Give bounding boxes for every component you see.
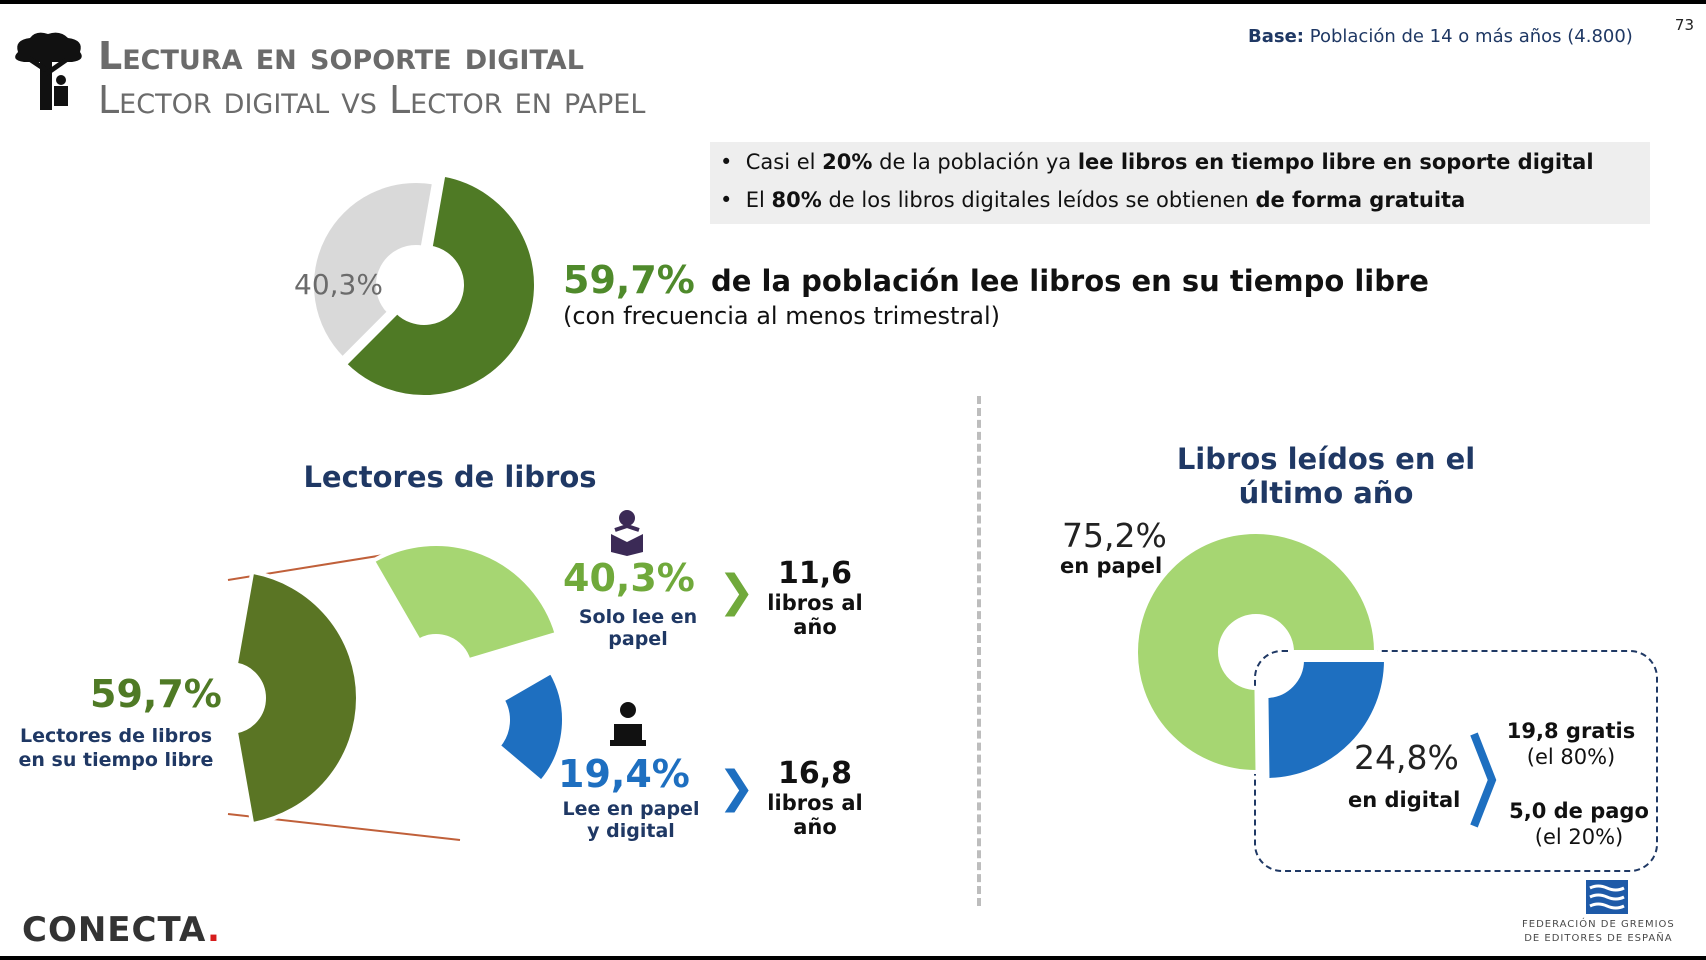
right-section-title: Libros leídos en el último año [1176,442,1476,510]
left-section-title: Lectores de libros [303,460,597,494]
section-divider [977,396,981,906]
top-donut-chart [310,172,538,399]
libros-donut-slice-papel [1134,530,1379,774]
paper-only-slice [370,542,560,663]
top-border [0,0,1706,4]
paper-only-percent: 40,3% [563,556,695,600]
digital-books-per-year: 16,8 libros al año [767,756,863,839]
digital-reader-icon [610,702,646,746]
paper-only-arc [370,542,560,663]
paper-books-percent: 75,2% [1062,516,1167,555]
paid-books-note: 5,0 de pago (el 20%) [1509,799,1649,849]
free-books-note: 19,8 gratis (el 80%) [1506,719,1636,769]
callout-box [710,142,1650,224]
base-note: Base: Población de 14 o más años (4.800) [1248,26,1633,47]
main-lectores-arc [233,569,360,827]
conecta-logo: CONECTA. [22,910,221,950]
libros-donut-slice-digital [1264,658,1389,783]
tree-reader-icon [15,32,82,110]
page-number: 73 [1674,16,1694,34]
federacion-text: FEDERACIÓN DE GREMIOS DE EDITORES DE ESP… [1522,919,1675,944]
callout-bullet-2: • El 80% de los libros digitales leídos … [720,188,1466,212]
slide-subtitle: Lector digital vs Lector en papel [98,78,646,122]
paper-reader-icon [611,510,643,556]
federacion-logo-icon [1586,880,1628,914]
base-text: Población de 14 o más años (4.800) [1309,26,1633,47]
paper-digital-arc [495,669,566,785]
main-lectores-percent: 59,7% [90,672,222,716]
paper-books-label: en papel [1060,554,1163,578]
breakdown-brace-icon [1470,732,1497,828]
paper-only-label: Solo lee en papel [578,606,698,650]
top-donut-slices [310,172,538,399]
bottom-border [0,956,1706,960]
top-donut-label-no-lee: 40,3% [294,268,383,301]
top-donut-slice-no-lee [310,179,437,362]
paper-digital-slice [495,669,566,785]
libros-donut-slices [1134,530,1389,783]
paper-books-per-year: 11,6 libros al año [767,556,863,639]
headline-text: de la población lee libros en su tiempo … [711,264,1429,298]
paper-chevron-icon: ❯ [718,566,755,617]
paper-digital-percent: 19,4% [558,752,690,796]
slide-title: Lectura en soporte digital [98,34,584,78]
headline-percent: 59,7% [563,258,695,302]
top-donut-slice-lee [342,172,538,399]
digital-books-percent: 24,8% [1354,738,1459,777]
base-label: Base: [1248,26,1304,47]
headline-subtext: (con frecuencia al menos trimestral) [563,302,1001,330]
digital-books-label: en digital [1348,788,1461,812]
lectores-chart [227,542,566,841]
main-lectores-label: Lectores de libros en su tiempo libre [18,725,214,771]
main-lectores-slice [233,569,360,827]
callout-bullet-1: • Casi el 20% de la población ya lee lib… [720,150,1594,174]
paper-digital-label: Lee en papel y digital [562,798,700,842]
digital-chevron-icon: ❯ [718,762,755,813]
libros-donut-chart [1134,530,1389,783]
